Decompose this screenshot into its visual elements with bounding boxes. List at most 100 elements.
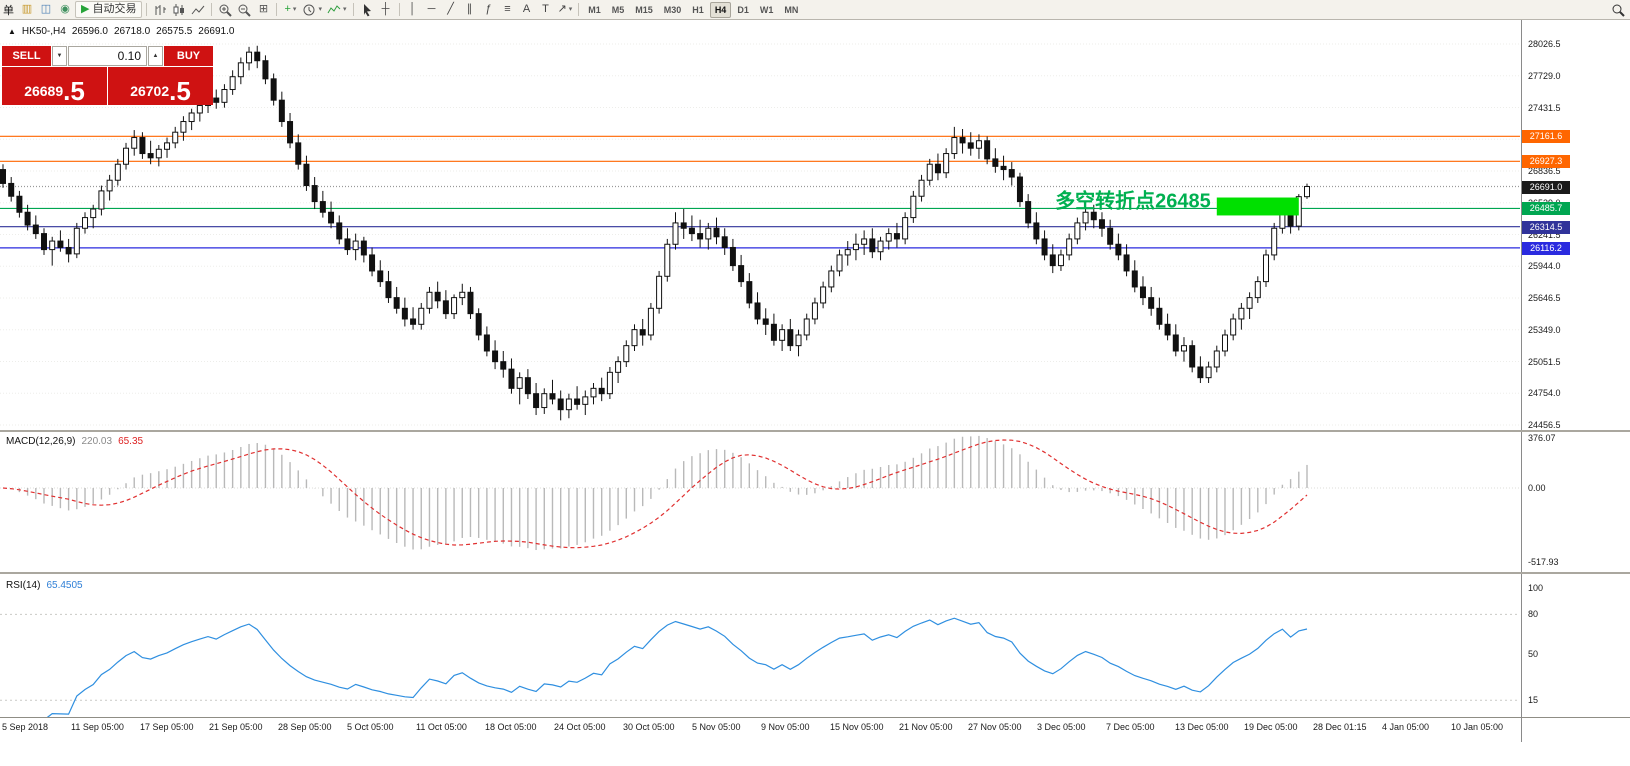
- one-click-collapse-button[interactable]: ▲: [8, 27, 16, 36]
- grid-lines: [0, 43, 1520, 426]
- time-label: 19 Dec 05:00: [1244, 722, 1298, 732]
- timeframe-mn[interactable]: MN: [784, 4, 799, 15]
- timeframe-m1[interactable]: M1: [588, 4, 601, 15]
- tile-windows-icon[interactable]: ⊞: [258, 3, 269, 15]
- time-label: 4 Jan 05:00: [1382, 722, 1430, 732]
- buy-button[interactable]: BUY: [164, 46, 213, 66]
- timeframe-m5[interactable]: M5: [611, 4, 625, 15]
- indicators-icon[interactable]: ▾: [325, 1, 349, 18]
- price-tick: 27431.5: [1528, 102, 1561, 113]
- text-icon[interactable]: A: [522, 3, 531, 15]
- time-axis[interactable]: 5 Sep 2018 11 Sep 05:00 17 Sep 05:00 21 Sep…: [0, 717, 1630, 743]
- macd-axis-tick: 376.07: [1528, 433, 1556, 443]
- highlight-rectangle-object[interactable]: [1216, 197, 1299, 216]
- macd-axis-tick: -517.93: [1528, 556, 1559, 567]
- price-axis: 28026.527729.027431.527134.026836.526539…: [1522, 20, 1630, 766]
- rsi-axis-tick: 15: [1528, 695, 1539, 706]
- time-label: 28 Dec 01:15: [1313, 722, 1367, 732]
- axis-border: [1521, 20, 1522, 742]
- time-label: 24 Oct 05:00: [554, 722, 606, 732]
- open-value: 26596.0: [71, 26, 108, 37]
- trendline-icon[interactable]: ╱: [447, 3, 454, 15]
- buy-price-display[interactable]: 26702.5: [108, 67, 213, 105]
- line-chart-icon[interactable]: [189, 1, 207, 18]
- toolbar-separator: [276, 3, 278, 16]
- price-tick: 28026.5: [1528, 39, 1561, 49]
- macd-axis-tick: 0.00: [1528, 483, 1546, 493]
- rsi-name: RSI(14): [6, 580, 41, 591]
- fibonacci-icon[interactable]: ƒ: [485, 3, 492, 15]
- toolbar-separator: [146, 3, 148, 16]
- sell-button[interactable]: SELL: [2, 46, 51, 66]
- time-label: 5 Sep 2018: [2, 722, 49, 732]
- rsi-value: 65.4505: [46, 580, 83, 591]
- cursor-icon[interactable]: [358, 1, 376, 18]
- vertical-line-icon[interactable]: │: [409, 3, 416, 15]
- corner-label: 单: [3, 4, 14, 17]
- macd-panel-splitter[interactable]: [0, 430, 1630, 432]
- candlestick-series[interactable]: [0, 45, 1310, 421]
- one-click-trading-panel: SELL ▼ ▲ BUY 26689.5 26702.5: [2, 46, 213, 105]
- sell-price-pips: .5: [63, 75, 85, 106]
- candlestick-chart-icon[interactable]: [170, 1, 188, 18]
- autotrading-button[interactable]: ▶ 自动交易: [75, 1, 143, 18]
- sell-price-main: 26689: [24, 83, 64, 99]
- new-order-icon[interactable]: ▥: [21, 3, 33, 15]
- volume-decrease-button[interactable]: ▼: [52, 46, 67, 66]
- time-label: 18 Oct 05:00: [485, 722, 537, 732]
- annotation-text-object[interactable]: 多空转折点26485: [1055, 188, 1211, 212]
- timeframe-m30[interactable]: M30: [663, 4, 682, 15]
- buy-price-pips: .5: [169, 75, 191, 106]
- arrows-icon[interactable]: ↗ ▾: [557, 3, 573, 15]
- search-icon[interactable]: [1609, 1, 1627, 18]
- rsi-line[interactable]: [11, 617, 1308, 721]
- sell-price-display[interactable]: 26689.5: [2, 67, 107, 105]
- time-label: 7 Dec 05:00: [1106, 722, 1155, 732]
- price-tick: 27729.0: [1528, 70, 1561, 81]
- chart-header: ▲ HK50-,H4 26596.0 26718.0 26575.5 26691…: [8, 26, 234, 37]
- timeframe-m15[interactable]: M15: [635, 4, 653, 15]
- price-line-label: 26691.0: [1522, 180, 1570, 194]
- time-label: 10 Jan 05:00: [1451, 722, 1504, 732]
- price-line-label: 26927.3: [1522, 155, 1570, 169]
- bar-chart-icon[interactable]: [151, 1, 169, 18]
- chart-window-icon[interactable]: ◫: [40, 3, 52, 15]
- levels-icon[interactable]: ≡: [504, 3, 511, 15]
- toolbar-separator: [211, 3, 213, 16]
- crosshair-icon[interactable]: ┼: [381, 3, 390, 15]
- time-label: 15 Nov 05:00: [830, 722, 884, 732]
- macd-histogram[interactable]: [3, 435, 1308, 551]
- timeframe-h1[interactable]: H1: [692, 4, 704, 15]
- time-label: 21 Nov 05:00: [899, 722, 953, 732]
- price-tick: 26241.5: [1528, 229, 1561, 240]
- timeframe-d1[interactable]: D1: [737, 4, 749, 15]
- channel-icon[interactable]: ∥: [466, 3, 473, 15]
- price-tick: 25944.0: [1528, 261, 1561, 272]
- price-tick: 25349.0: [1528, 324, 1561, 335]
- profiles-icon[interactable]: ▾: [300, 1, 324, 18]
- high-value: 26718.0: [113, 26, 151, 37]
- rsi-panel-splitter[interactable]: [0, 572, 1630, 574]
- macd-signal-line[interactable]: [2, 439, 1308, 549]
- zoom-out-icon[interactable]: [235, 1, 253, 18]
- terminal-icon[interactable]: ◉: [60, 3, 70, 15]
- price-tick: 26836.5: [1528, 166, 1561, 176]
- timeframe-h4[interactable]: H4: [709, 1, 732, 18]
- time-label: 13 Dec 05:00: [1175, 722, 1229, 732]
- toolbar-separator: [398, 3, 400, 16]
- volume-input[interactable]: [68, 46, 147, 66]
- horizontal-line-icon[interactable]: ─: [427, 3, 436, 15]
- price-tick: 25051.5: [1528, 356, 1561, 367]
- macd-signal-value: 65.35: [118, 436, 144, 447]
- text-label-icon[interactable]: T: [542, 3, 549, 15]
- toolbar-separator: [578, 3, 580, 16]
- time-label: 27 Nov 05:00: [968, 722, 1022, 732]
- time-label: 28 Sep 05:00: [278, 722, 332, 732]
- horizontal-line-objects[interactable]: [0, 135, 1520, 249]
- timeframe-w1[interactable]: W1: [759, 4, 774, 15]
- zoom-in-icon[interactable]: [216, 1, 234, 18]
- new-chart-icon[interactable]: + ▾: [284, 3, 297, 15]
- volume-increase-button[interactable]: ▲: [148, 46, 163, 66]
